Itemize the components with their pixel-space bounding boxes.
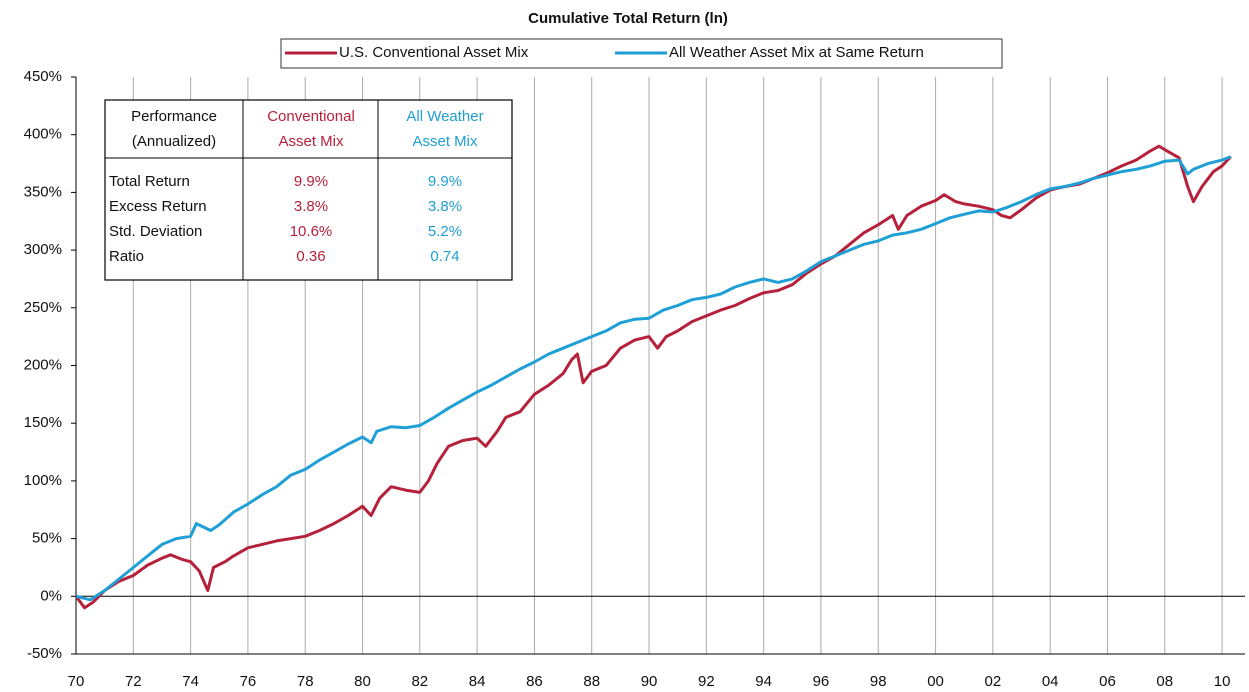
table-cell: Std. Deviation (109, 223, 202, 240)
y-tick-label: 250% (24, 299, 62, 316)
x-tick-label: 78 (297, 673, 314, 690)
table-cell: Ratio (109, 248, 144, 265)
table-header: Conventional (267, 108, 355, 125)
x-tick-label: 90 (641, 673, 658, 690)
x-tick-label: 72 (125, 673, 142, 690)
x-tick-label: 74 (182, 673, 199, 690)
x-tick-label: 76 (240, 673, 257, 690)
x-tick-label: 80 (354, 673, 371, 690)
x-tick-label: 06 (1099, 673, 1116, 690)
table-cell: 0.36 (296, 248, 325, 265)
x-tick-label: 04 (1042, 673, 1059, 690)
y-tick-label: 350% (24, 183, 62, 200)
table-header: (Annualized) (132, 133, 216, 150)
x-tick-label: 02 (985, 673, 1002, 690)
table-cell: 3.8% (294, 198, 328, 215)
table-cell: 3.8% (428, 198, 462, 215)
y-tick-label: 150% (24, 414, 62, 431)
y-tick-label: 200% (24, 356, 62, 373)
x-tick-label: 94 (755, 673, 772, 690)
y-tick-label: 0% (40, 587, 62, 604)
table-cell: 9.9% (294, 173, 328, 190)
x-tick-label: 08 (1156, 673, 1173, 690)
x-tick-label: 86 (526, 673, 543, 690)
y-tick-label: 300% (24, 241, 62, 258)
table-cell: 10.6% (290, 223, 333, 240)
table-cell: 0.74 (430, 248, 459, 265)
table-header: All Weather (406, 108, 483, 125)
table-cell: Excess Return (109, 198, 207, 215)
y-tick-label: 400% (24, 126, 62, 143)
x-tick-label: 84 (469, 673, 486, 690)
series-line (75, 155, 1232, 602)
table-header: Asset Mix (278, 133, 344, 150)
x-tick-label: 00 (927, 673, 944, 690)
legend-label: U.S. Conventional Asset Mix (339, 44, 529, 61)
x-tick-label: 70 (68, 673, 85, 690)
x-tick-label: 10 (1214, 673, 1231, 690)
table-header: Performance (131, 108, 217, 125)
table-box (104, 99, 513, 281)
x-tick-label: 98 (870, 673, 887, 690)
y-tick-label: 50% (32, 530, 62, 547)
chart-title: Cumulative Total Return (ln) (528, 10, 728, 27)
y-tick-label: -50% (27, 645, 62, 662)
x-tick-label: 82 (411, 673, 428, 690)
y-tick-label: 450% (24, 68, 62, 85)
y-tick-label: 100% (24, 472, 62, 489)
table-cell: 5.2% (428, 223, 462, 240)
table-cell: 9.9% (428, 173, 462, 190)
performance-table: Performance (Annualized) Conventional Asset… (104, 99, 513, 281)
x-tick-label: 92 (698, 673, 715, 690)
table-header: Asset Mix (412, 133, 478, 150)
legend-label: All Weather Asset Mix at Same Return (669, 44, 924, 61)
table-cell: Total Return (109, 173, 190, 190)
x-tick-label: 88 (583, 673, 600, 690)
x-tick-label: 96 (813, 673, 830, 690)
